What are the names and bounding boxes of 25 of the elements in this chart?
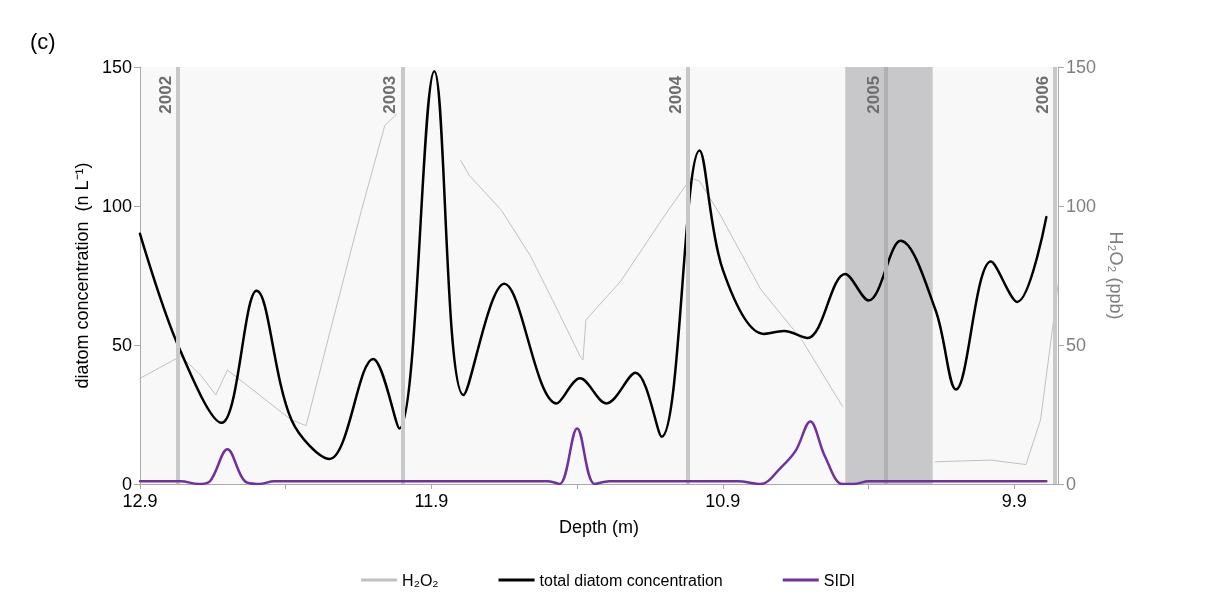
x-tick-label: 12.9 xyxy=(122,491,158,511)
legend-label: total diatom concentration xyxy=(539,571,723,589)
y-tick-label: 50 xyxy=(111,335,132,355)
x-tick-label: 10.9 xyxy=(705,491,741,511)
x-tick-label: 11.9 xyxy=(414,491,449,511)
annotation: 2003 xyxy=(380,75,400,114)
x-axis-title: Depth (m) xyxy=(558,517,640,537)
text: (c) xyxy=(30,28,56,54)
y-tick-label: 0 xyxy=(121,474,132,494)
y-axis-title: diatom concentration (n L⁻¹) xyxy=(72,162,93,389)
annotation: 2004 xyxy=(665,75,685,114)
annotation: 2005 xyxy=(864,75,884,114)
legend-label: H₂O₂ xyxy=(402,571,439,589)
x-tick-label: 9.9 xyxy=(1001,491,1027,511)
y2-tick-label: 0 xyxy=(1066,474,1077,494)
line-series xyxy=(138,420,1048,486)
y2-tick-label: 100 xyxy=(1066,196,1097,216)
y2-tick-label: 50 xyxy=(1066,335,1087,355)
y-tick-label: 100 xyxy=(101,196,132,216)
annotation: 2006 xyxy=(1033,75,1053,114)
y2-tick-label: 150 xyxy=(1066,57,1097,77)
y-tick-label: 150 xyxy=(101,57,132,77)
annotation: 2002 xyxy=(155,75,175,114)
legend-label: SIDI xyxy=(823,571,855,589)
y2-axis-title: H₂O₂ (ppb) xyxy=(1105,231,1126,320)
